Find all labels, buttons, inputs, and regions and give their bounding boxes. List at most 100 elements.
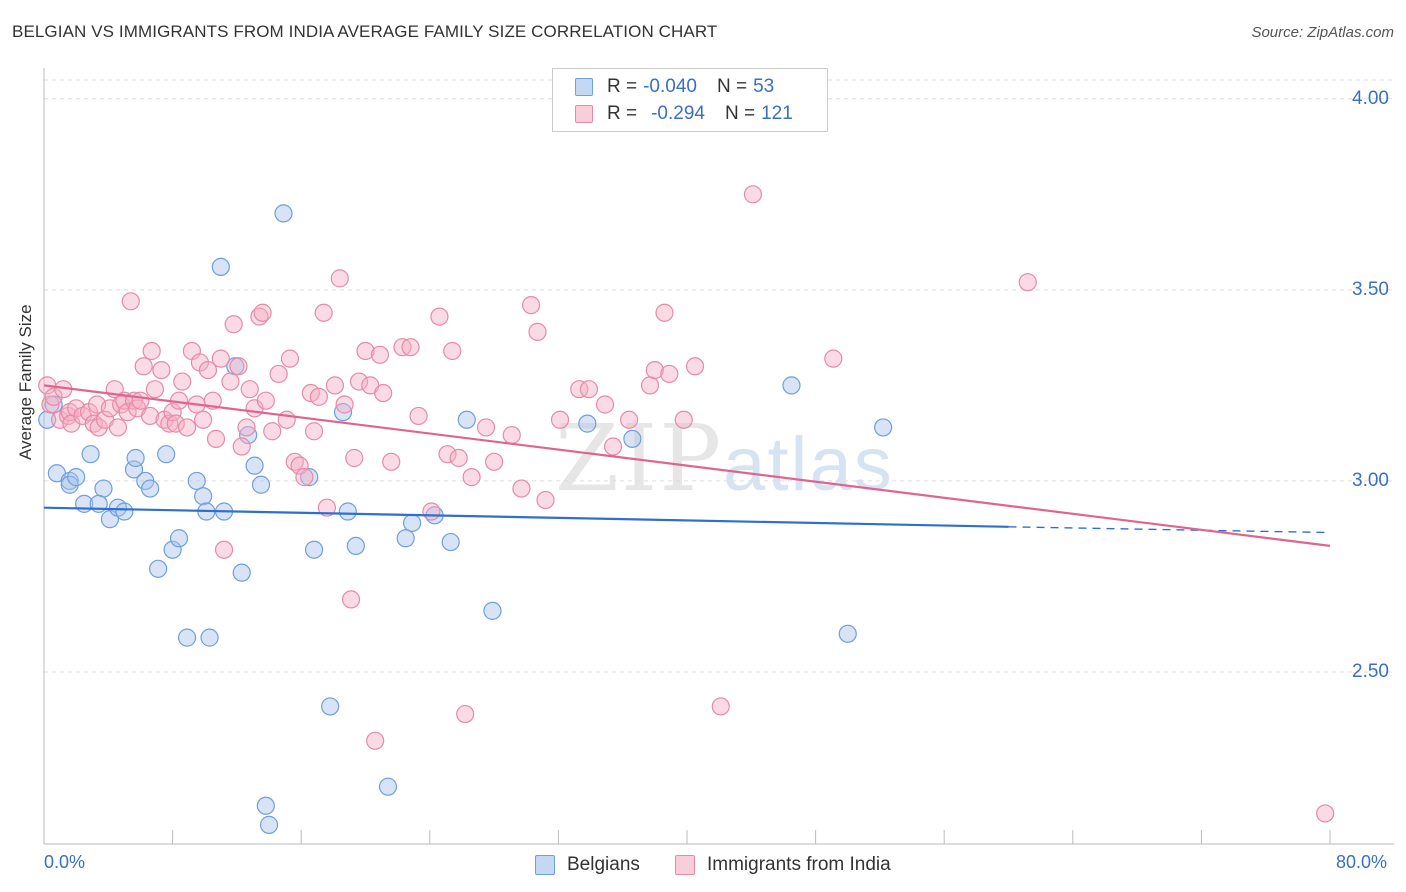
point-belgians: [274, 204, 293, 223]
point-belgians: [115, 502, 134, 521]
point-india: [674, 410, 693, 429]
point-india: [142, 341, 161, 361]
point-india: [366, 731, 385, 750]
point-belgians: [333, 403, 353, 422]
y-tick-label: 3.00: [1352, 469, 1389, 491]
point-belgians: [211, 257, 230, 277]
stats-row-india: R = -0.294 N = 121: [575, 102, 793, 126]
y-tick-label: 4.00: [1352, 87, 1389, 109]
series-legend: Belgians Immigrants from India: [0, 852, 1406, 878]
point-india: [108, 418, 128, 437]
point-belgians: [157, 445, 176, 464]
point-belgians: [38, 410, 57, 429]
point-india: [309, 387, 328, 406]
stats-r-label: R =: [607, 103, 638, 124]
point-india: [134, 357, 153, 376]
point-india: [685, 357, 705, 376]
point-belgians: [256, 796, 275, 815]
point-belgians: [232, 563, 251, 582]
point-belgians: [483, 601, 502, 620]
trend-lines: [43, 384, 1331, 547]
point-india: [145, 380, 165, 399]
point-india: [349, 372, 369, 391]
point-india: [603, 437, 623, 456]
point-india: [341, 590, 361, 609]
point-india: [409, 406, 428, 426]
point-belgians: [396, 529, 415, 548]
point-belgians: [94, 479, 113, 498]
point-india: [304, 422, 324, 441]
point-india: [89, 418, 108, 437]
point-belgians: [149, 559, 168, 578]
point-india: [256, 391, 275, 410]
stats-r-value: -0.040: [643, 76, 697, 97]
point-belgians: [304, 540, 324, 559]
legend-item-india[interactable]: Immigrants from India: [675, 852, 891, 878]
point-belgians: [169, 529, 189, 548]
point-india: [485, 452, 504, 471]
legend-swatch-india: [675, 855, 695, 875]
point-india: [100, 399, 120, 418]
point-india: [660, 364, 679, 384]
legend-label-india: Immigrants from India: [707, 854, 891, 875]
stats-n-value: 121: [761, 103, 793, 124]
point-india: [118, 403, 137, 422]
point-india: [345, 448, 364, 468]
point-india: [140, 406, 160, 426]
point-belgians: [338, 502, 357, 521]
point-india: [44, 387, 63, 406]
legend-label-belgians: Belgians: [567, 854, 640, 875]
point-india: [237, 418, 256, 437]
point-india: [443, 341, 462, 361]
swatch-india: [575, 105, 593, 123]
stats-legend: R = -0.040 N = 53 R = -0.294 N = 121: [552, 68, 828, 132]
stats-n-label: N =: [724, 103, 756, 124]
point-india: [232, 437, 251, 456]
point-india: [229, 357, 248, 376]
point-india: [824, 349, 843, 368]
stats-row-belgians: R = -0.040 N = 53: [575, 75, 774, 99]
point-india: [163, 403, 182, 422]
point-india: [152, 360, 171, 380]
point-india: [476, 418, 496, 437]
point-india: [456, 704, 475, 724]
point-india: [382, 452, 401, 471]
point-belgians: [126, 448, 145, 468]
point-india: [430, 307, 449, 326]
point-india: [173, 372, 192, 391]
point-india: [206, 429, 226, 448]
point-belgians: [187, 471, 206, 491]
point-india: [295, 468, 314, 487]
point-india: [166, 414, 185, 433]
point-india: [512, 479, 531, 498]
axes: [43, 68, 1394, 845]
point-india: [290, 456, 309, 475]
stats-n-value: 53: [753, 76, 775, 97]
chart-title: BELGIAN VS IMMIGRANTS FROM INDIA AVERAGE…: [12, 22, 718, 41]
watermark-atlas: atlas: [723, 422, 894, 507]
point-india: [449, 448, 468, 468]
point-india: [330, 269, 349, 288]
point-india: [620, 410, 639, 429]
point-india: [325, 376, 345, 395]
point-india: [374, 383, 393, 403]
point-india: [370, 345, 390, 364]
point-india: [528, 322, 547, 341]
point-india: [401, 338, 420, 357]
point-india: [224, 315, 243, 334]
point-india: [253, 303, 272, 322]
point-india: [743, 185, 763, 204]
point-india: [263, 422, 282, 441]
point-belgians: [67, 468, 86, 487]
point-india: [645, 360, 664, 380]
point-india: [521, 296, 541, 315]
point-belgians: [259, 815, 279, 834]
point-belgians: [177, 628, 197, 647]
point-belgians: [200, 628, 219, 647]
legend-item-belgians[interactable]: Belgians: [535, 852, 640, 878]
point-india: [462, 468, 481, 487]
point-india: [1316, 804, 1335, 823]
y-axis-label: Average Family Size: [16, 304, 35, 460]
point-belgians: [441, 532, 460, 552]
point-belgians: [457, 410, 476, 429]
